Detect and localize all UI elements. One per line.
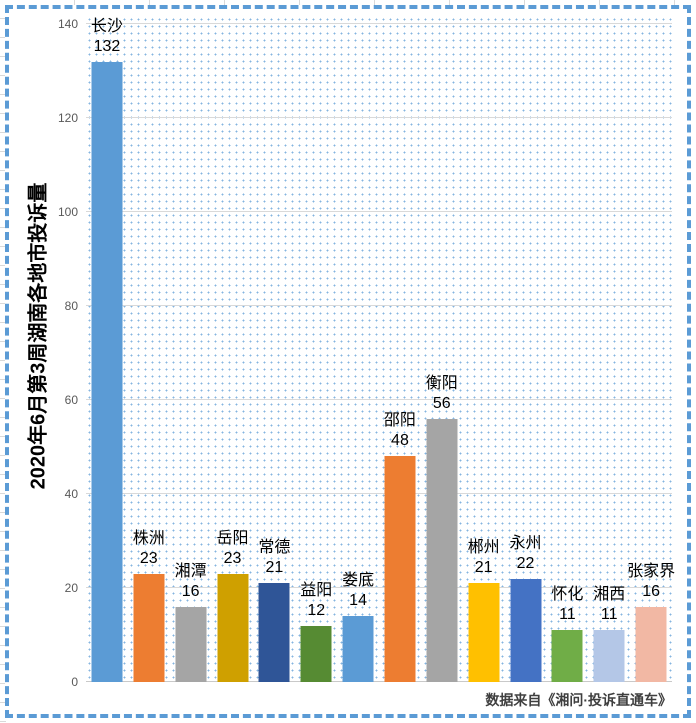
bar-data-label-3: 湘潭 16 [175,562,207,602]
plot-area: 长沙 132 株洲 23 湘潭 16 岳阳 23 常德 21 益阳 12 娄底 14 邵阳 48 衡阳 56 郴州 2… [86,16,675,682]
bar-3 [175,606,207,682]
spreadsheet-row-gridlines [0,0,6,723]
gridline-120 [86,117,672,118]
gridline-80 [86,305,672,306]
bar-category-label: 长沙 [90,17,123,35]
bar-group-1: 长沙 132 [86,18,128,682]
bar-14 [635,606,667,682]
bar-value-label: 21 [474,559,493,577]
bar-2 [133,573,165,682]
bar-group-14: 张家界 16 [627,24,675,682]
bar-data-label-11: 永州 22 [510,534,542,574]
bar-group-7: 娄底 14 [337,24,379,682]
bar-value-label: 12 [307,601,326,619]
bar-group-4: 岳阳 23 [212,24,254,682]
bar-data-label-14: 张家界 16 [627,562,675,602]
bar-1 [91,61,123,682]
bar-category-label: 张家界 [627,562,676,580]
bar-value-label: 23 [139,549,158,567]
y-tick-label-40: 40 [64,487,78,501]
bar-13 [593,630,625,682]
bar-data-label-2: 株洲 23 [133,529,165,569]
bar-data-label-7: 娄底 14 [342,571,374,611]
bar-data-label-6: 益阳 12 [300,581,332,621]
bar-6 [300,625,332,682]
gridline-60 [86,399,672,400]
bar-12 [551,630,583,682]
bar-5 [258,583,290,682]
bar-data-label-10: 郴州 21 [468,538,500,578]
bar-category-label: 郴州 [467,539,500,557]
bar-11 [510,578,542,682]
y-tick-label-0: 0 [71,675,78,689]
bar-value-label: 22 [516,554,535,572]
bar-9 [426,418,458,682]
source-note: 数据来自《湘问·投诉直通车》 [485,692,672,708]
y-tick-label-100: 100 [57,205,78,219]
bar-value-label: 16 [642,582,660,600]
bar-group-5: 常德 21 [253,24,295,682]
bar-category-label: 衡阳 [425,374,458,392]
y-tick-label-120: 120 [57,111,78,125]
bar-category-label: 岳阳 [216,529,249,547]
y-tick-label-20: 20 [64,581,78,595]
gridline-20 [86,587,672,588]
bar-value-label: 11 [600,606,618,624]
bar-4 [217,573,248,682]
y-tick-label-80: 80 [64,299,78,313]
bar-data-label-5: 常德 21 [258,538,290,578]
bar-category-label: 株洲 [132,529,165,547]
bar-value-label: 16 [181,582,200,600]
bar-data-label-4: 岳阳 23 [216,529,248,569]
bar-data-label-12: 怀化 11 [551,585,583,625]
spreadsheet-column-gridlines [0,0,696,5]
bar-value-label: 11 [559,606,576,624]
bar-group-3: 湘潭 16 [170,24,212,682]
bar-value-label: 14 [349,592,367,610]
bar-data-label-8: 邵阳 48 [384,411,416,451]
bar-category-label: 常德 [258,539,291,557]
bar-category-label: 益阳 [300,581,333,599]
bar-category-label: 湘西 [593,586,626,604]
bar-group-9: 衡阳 56 [421,24,463,682]
bar-category-label: 娄底 [342,572,375,590]
gridline-140 [86,23,672,24]
bar-category-label: 怀化 [551,586,584,604]
bar-group-6: 益阳 12 [295,24,337,682]
bar-category-label: 永州 [509,534,542,552]
x-axis-line [86,681,672,682]
bar-value-label: 132 [93,37,121,55]
bar-group-10: 郴州 21 [463,24,505,682]
bar-group-12: 怀化 11 [546,24,588,682]
bar-data-label-1: 长沙 132 [91,17,123,57]
bar-data-label-9: 衡阳 56 [426,374,458,414]
y-tick-label-60: 60 [64,393,78,407]
y-tick-label-140: 140 [57,17,78,31]
y-axis-tick-labels: 0 20 40 60 80 100 120 140 [0,0,80,723]
y-axis-title: 2020年6月第3周湖南各地市投诉量 [27,182,50,490]
bar-group-13: 湘西 11 [588,24,630,682]
bar-category-label: 湘潭 [174,562,207,580]
gridline-40 [86,493,672,494]
gridline-100 [86,211,672,212]
bar-group-11: 永州 22 [505,24,547,682]
bar-7 [342,616,374,682]
bar-data-label-13: 湘西 11 [593,585,625,625]
bar-group-2: 株洲 23 [128,24,170,682]
bar-10 [468,583,500,682]
bar-value-label: 48 [391,432,409,450]
bar-value-label: 23 [223,549,242,567]
bar-value-label: 56 [432,394,451,412]
bar-value-label: 21 [265,559,284,577]
bar-group-8: 邵阳 48 [379,24,421,682]
bar-category-label: 邵阳 [383,412,416,430]
bars-layer: 长沙 132 株洲 23 湘潭 16 岳阳 23 常德 21 益阳 12 娄底 14 邵阳 48 衡阳 56 郴州 2… [86,18,675,682]
bar-8 [384,456,416,682]
